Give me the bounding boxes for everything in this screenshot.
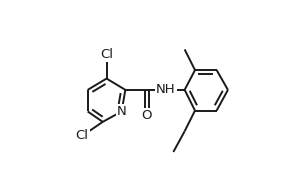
Text: O: O — [142, 109, 152, 122]
Text: Cl: Cl — [76, 129, 88, 142]
Text: Cl: Cl — [100, 48, 113, 61]
Text: N: N — [117, 105, 126, 118]
Text: NH: NH — [156, 83, 176, 96]
